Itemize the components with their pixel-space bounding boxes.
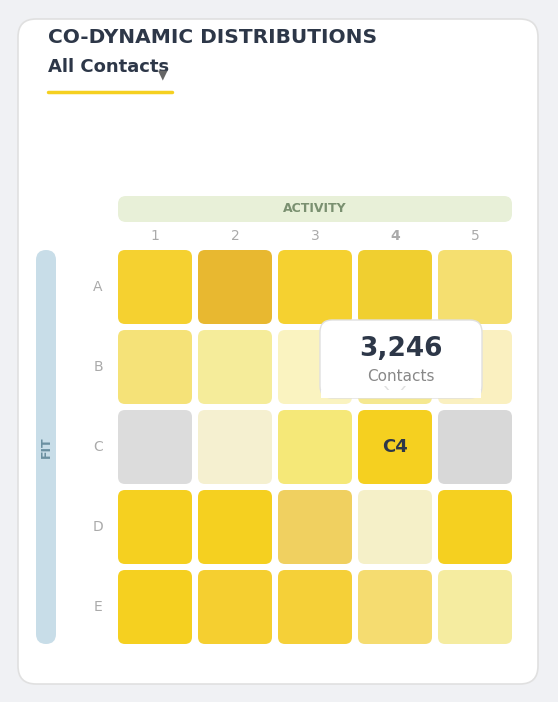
FancyBboxPatch shape <box>358 570 432 644</box>
FancyBboxPatch shape <box>278 250 352 324</box>
Polygon shape <box>384 386 406 399</box>
FancyBboxPatch shape <box>118 410 192 484</box>
Text: C4: C4 <box>382 438 408 456</box>
FancyBboxPatch shape <box>278 490 352 564</box>
FancyBboxPatch shape <box>118 330 192 404</box>
FancyBboxPatch shape <box>198 250 272 324</box>
Text: FIT: FIT <box>40 436 52 458</box>
Text: CO-DYNAMIC DISTRIBUTIONS: CO-DYNAMIC DISTRIBUTIONS <box>48 28 377 47</box>
FancyBboxPatch shape <box>118 250 192 324</box>
Text: C: C <box>93 440 103 454</box>
FancyBboxPatch shape <box>438 250 512 324</box>
FancyBboxPatch shape <box>278 570 352 644</box>
Text: All Contacts: All Contacts <box>48 58 169 76</box>
FancyBboxPatch shape <box>198 570 272 644</box>
FancyBboxPatch shape <box>36 250 56 644</box>
FancyBboxPatch shape <box>358 490 432 564</box>
FancyBboxPatch shape <box>320 320 482 398</box>
FancyBboxPatch shape <box>278 410 352 484</box>
Text: 2: 2 <box>230 229 239 243</box>
Text: 3,246: 3,246 <box>359 336 442 362</box>
FancyBboxPatch shape <box>198 490 272 564</box>
Text: B: B <box>93 360 103 374</box>
Text: ACTIVITY: ACTIVITY <box>283 202 347 216</box>
FancyBboxPatch shape <box>358 330 432 404</box>
FancyBboxPatch shape <box>118 490 192 564</box>
FancyBboxPatch shape <box>18 19 538 684</box>
Text: 4: 4 <box>390 229 400 243</box>
FancyBboxPatch shape <box>438 410 512 484</box>
FancyBboxPatch shape <box>198 330 272 404</box>
Text: 1: 1 <box>151 229 160 243</box>
FancyBboxPatch shape <box>438 570 512 644</box>
FancyBboxPatch shape <box>358 410 432 484</box>
Text: E: E <box>94 600 102 614</box>
Text: ▼: ▼ <box>158 68 167 81</box>
Text: A: A <box>93 280 103 294</box>
FancyBboxPatch shape <box>118 196 512 222</box>
FancyBboxPatch shape <box>278 330 352 404</box>
Text: D: D <box>93 520 103 534</box>
FancyBboxPatch shape <box>118 570 192 644</box>
Text: Contacts: Contacts <box>367 369 435 384</box>
FancyBboxPatch shape <box>438 490 512 564</box>
Text: 3: 3 <box>311 229 319 243</box>
Text: 5: 5 <box>470 229 479 243</box>
FancyBboxPatch shape <box>358 250 432 324</box>
FancyBboxPatch shape <box>321 390 481 398</box>
Polygon shape <box>386 386 404 397</box>
FancyBboxPatch shape <box>438 330 512 404</box>
FancyBboxPatch shape <box>198 410 272 484</box>
